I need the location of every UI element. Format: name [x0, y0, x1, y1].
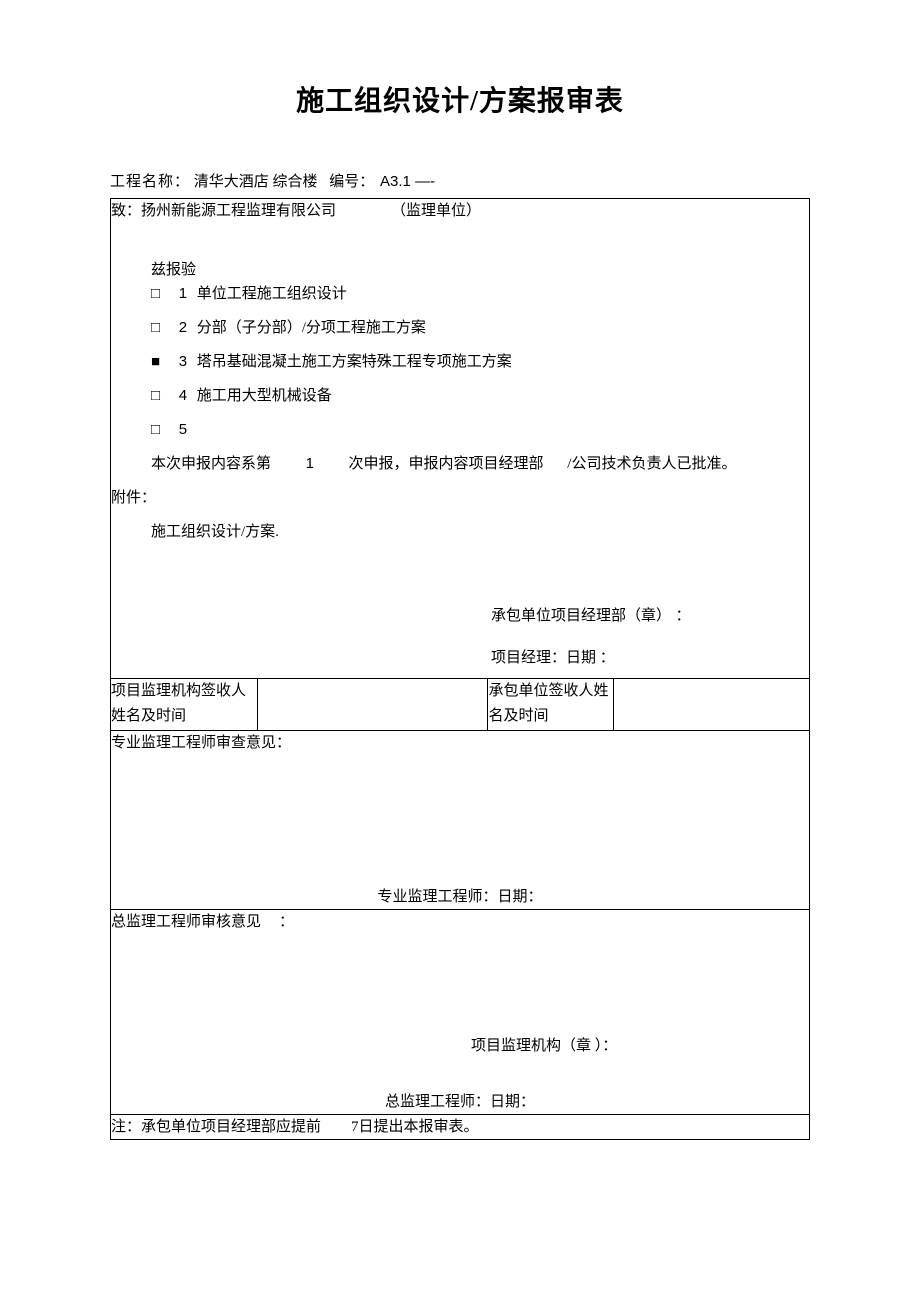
option-num: 3	[179, 350, 197, 374]
note-suffix: 日提出本报审表。	[359, 1119, 479, 1135]
footnote-row: 注：承包单位项目经理部应提前 7日提出本报审表。	[111, 1114, 810, 1139]
option-num: 5	[179, 418, 197, 442]
checkbox-icon: □	[151, 316, 175, 340]
submit-seg1: 本次申报内容系第	[151, 452, 271, 476]
option-3: ■ 3塔吊基础混凝土施工方案特殊工程专项施工方案	[151, 350, 809, 374]
section-submission: 致：扬州新能源工程监理有限公司 （监理单位） 兹报验 □ 1单位工程施工组织设计 …	[111, 198, 810, 678]
checkbox-icon: □	[151, 282, 175, 306]
submit-count-line: 本次申报内容系第 1 次申报，申报内容项目经理部 /公司技术负责人已批准。	[111, 452, 809, 476]
submit-seg3: /公司技术负责人已批准。	[567, 452, 736, 476]
signature-block-1: 承包单位项目经理部（章） ： 项目经理：日期 ：	[111, 604, 809, 670]
option-text: 施工用大型机械设备	[197, 388, 332, 404]
checkbox-icon: □	[151, 418, 175, 442]
project-header: 工程名称： 清华大酒店 综合楼 编号： A3.1 —-	[110, 170, 810, 194]
contractor-receiver-label: 承包单位签收人姓名及时间	[488, 678, 614, 730]
option-text: 单位工程施工组织设计	[197, 286, 347, 302]
option-5: □ 5	[151, 418, 809, 442]
option-2: □ 2分部（子分部）/分项工程施工方案	[151, 316, 809, 340]
colon: ：	[279, 914, 294, 930]
attachment-content: 施工组织设计/方案.	[111, 520, 809, 544]
supervisor-receiver-value	[257, 678, 488, 730]
to-suffix: （监理单位）	[391, 203, 481, 219]
colon: ：	[676, 608, 691, 624]
code-label: 编号：	[329, 174, 374, 190]
project-label: 工程名称：	[110, 174, 190, 190]
supervision-org-stamp: 项目监理机构（章 ）：	[111, 1034, 809, 1058]
project-manager-date: 项目经理：日期 ：	[491, 646, 809, 670]
to-line: 致：扬州新能源工程监理有限公司 （监理单位）	[111, 199, 809, 223]
option-1: □ 1单位工程施工组织设计	[151, 282, 809, 306]
attachment-label: 附件：	[111, 486, 809, 510]
contractor-receiver-value	[614, 678, 810, 730]
submit-seg2: 次申报，申报内容项目经理部	[349, 452, 544, 476]
form-table: 致：扬州新能源工程监理有限公司 （监理单位） 兹报验 □ 1单位工程施工组织设计 …	[110, 198, 810, 1140]
chief-label-text: 总监理工程师审核意见	[111, 914, 261, 930]
option-num: 4	[179, 384, 197, 408]
option-num: 1	[179, 282, 197, 306]
chief-engineer-signature: 总监理工程师：日期：	[111, 1090, 809, 1114]
contractor-stamp-line: 承包单位项目经理部（章） ：	[491, 604, 809, 628]
specialist-signature: 专业监理工程师：日期：	[111, 885, 809, 909]
checkbox-icon: □	[151, 384, 175, 408]
code-value: A3.1 —-	[380, 173, 435, 190]
option-text: 分部（子分部）/分项工程施工方案	[197, 320, 426, 336]
option-text: 塔吊基础混凝土施工方案特殊工程专项施工方案	[197, 354, 512, 370]
note-days: 7	[351, 1119, 359, 1135]
supervisor-receiver-label: 项目监理机构签收人姓名及时间	[111, 678, 258, 730]
submit-num: 1	[275, 452, 345, 476]
chief-opinion-label: 总监理工程师审核意见 ：	[111, 910, 809, 934]
document-title: 施工组织设计/方案报审表	[110, 80, 810, 125]
checkbox-icon: ■	[151, 350, 175, 374]
contractor-stamp-label: 承包单位项目经理部（章）	[491, 608, 664, 624]
project-name: 清华大酒店 综合楼	[194, 174, 318, 190]
specialist-opinion-label: 专业监理工程师审查意见：	[111, 731, 809, 755]
submit-intro: 兹报验	[111, 258, 809, 282]
note-prefix: 注：承包单位项目经理部应提前	[111, 1119, 321, 1135]
option-4: □ 4施工用大型机械设备	[151, 384, 809, 408]
checkbox-list: □ 1单位工程施工组织设计 □ 2分部（子分部）/分项工程施工方案 ■ 3塔吊基…	[111, 282, 809, 442]
section-specialist-opinion: 专业监理工程师审查意见： 专业监理工程师：日期：	[111, 730, 810, 909]
to-company: 扬州新能源工程监理有限公司	[141, 203, 336, 219]
section-chief-opinion: 总监理工程师审核意见 ： 项目监理机构（章 ）： 总监理工程师：日期：	[111, 909, 810, 1114]
option-num: 2	[179, 316, 197, 340]
to-prefix: 致：	[111, 203, 141, 219]
